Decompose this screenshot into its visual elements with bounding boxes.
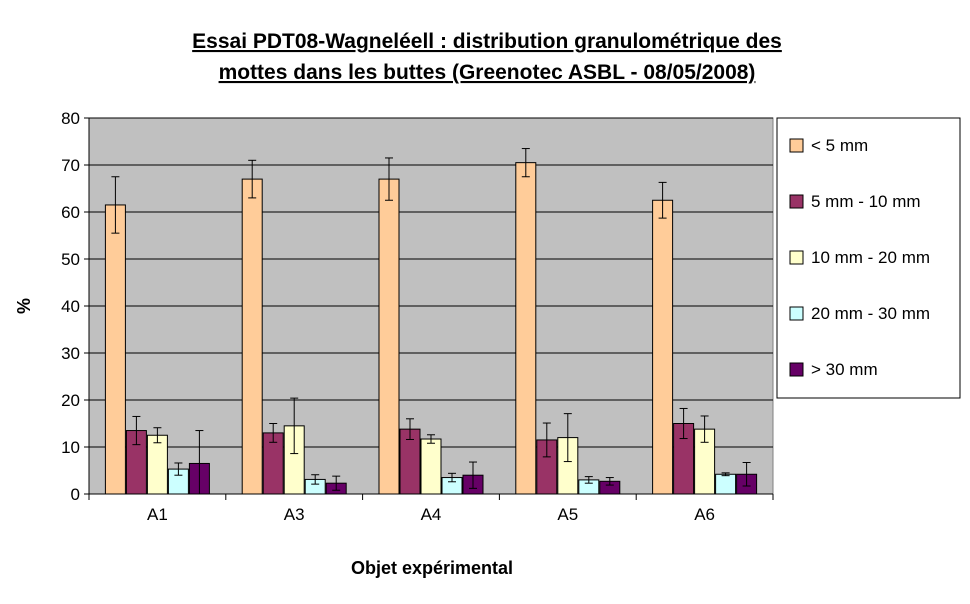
x-tick-label: A5 — [557, 505, 578, 524]
legend-swatch — [789, 194, 804, 209]
bar — [420, 438, 442, 495]
y-tick-label: 0 — [71, 485, 80, 504]
y-axis-label: % — [14, 298, 34, 314]
y-tick-label: 80 — [61, 109, 80, 128]
legend-entry: 5 mm - 10 mm — [811, 192, 921, 211]
bar — [146, 434, 168, 495]
bar — [652, 199, 674, 495]
y-tick-label: 60 — [61, 203, 80, 222]
y-tick-label: 70 — [61, 156, 80, 175]
y-tick-label: 40 — [61, 297, 80, 316]
y-tick-label: 50 — [61, 250, 80, 269]
legend-entry: 20 mm - 30 mm — [811, 304, 930, 323]
legend-box — [776, 117, 961, 399]
legend-swatch — [789, 138, 804, 153]
error-bars — [111, 148, 751, 495]
legend-entry: > 30 mm — [811, 360, 878, 379]
bar — [378, 178, 400, 495]
y-tick-label: 30 — [61, 344, 80, 363]
x-tick-label: A4 — [421, 505, 442, 524]
axes — [84, 117, 774, 500]
x-tick-label: A1 — [147, 505, 168, 524]
bar — [241, 178, 263, 495]
legend-swatch — [789, 362, 804, 377]
bar — [515, 162, 537, 495]
x-tick-label: A6 — [694, 505, 715, 524]
bar — [104, 204, 126, 495]
legend-entry: < 5 mm — [811, 136, 868, 155]
bar — [715, 473, 737, 495]
chart-title-line-2: mottes dans les buttes (Greenotec ASBL -… — [219, 61, 756, 84]
chart-title-line-1: Essai PDT08-Wagneléell : distribution gr… — [192, 30, 782, 53]
y-tick-label: 20 — [61, 391, 80, 410]
x-axis-label: Objet expérimental — [351, 558, 513, 578]
y-tick-label: 10 — [61, 438, 80, 457]
y-tick-labels: 0 10 20 30 40 50 60 70 80 — [61, 109, 80, 504]
legend: < 5 mm 5 mm - 10 mm 10 mm - 20 mm 20 mm - 3… — [789, 136, 930, 379]
x-tick-labels: A1 A3 A4 A5 A6 — [147, 505, 715, 524]
legend-swatch — [789, 250, 804, 265]
bars — [104, 162, 758, 495]
legend-swatch — [789, 306, 804, 321]
legend-entry: 10 mm - 20 mm — [811, 248, 930, 267]
x-tick-label: A3 — [284, 505, 305, 524]
